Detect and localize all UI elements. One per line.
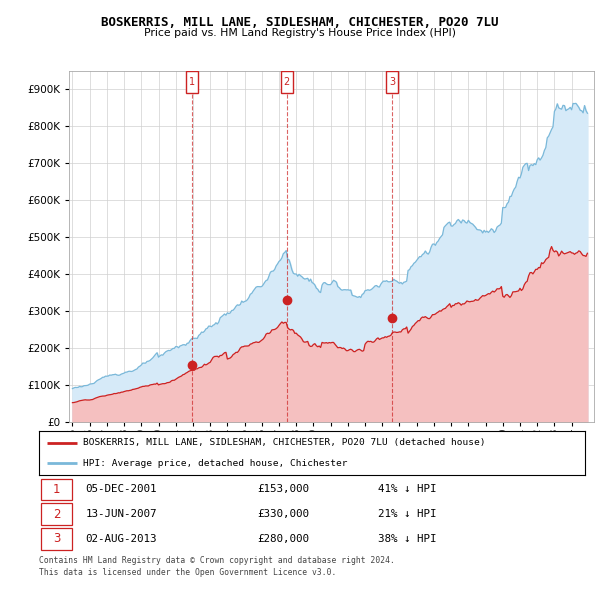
FancyBboxPatch shape [41, 503, 73, 525]
Text: Price paid vs. HM Land Registry's House Price Index (HPI): Price paid vs. HM Land Registry's House … [144, 28, 456, 38]
Text: £280,000: £280,000 [257, 534, 310, 544]
Text: 13-JUN-2007: 13-JUN-2007 [85, 509, 157, 519]
Text: 02-AUG-2013: 02-AUG-2013 [85, 534, 157, 544]
Text: BOSKERRIS, MILL LANE, SIDLESHAM, CHICHESTER, PO20 7LU: BOSKERRIS, MILL LANE, SIDLESHAM, CHICHES… [101, 16, 499, 29]
FancyBboxPatch shape [281, 71, 293, 93]
FancyBboxPatch shape [185, 71, 197, 93]
Text: 1: 1 [188, 77, 194, 87]
Text: £330,000: £330,000 [257, 509, 310, 519]
Text: This data is licensed under the Open Government Licence v3.0.: This data is licensed under the Open Gov… [39, 568, 337, 576]
FancyBboxPatch shape [41, 478, 73, 500]
Text: 38% ↓ HPI: 38% ↓ HPI [377, 534, 436, 544]
FancyBboxPatch shape [41, 528, 73, 550]
FancyBboxPatch shape [386, 71, 398, 93]
Text: Contains HM Land Registry data © Crown copyright and database right 2024.: Contains HM Land Registry data © Crown c… [39, 556, 395, 565]
Text: 41% ↓ HPI: 41% ↓ HPI [377, 484, 436, 494]
Text: 1: 1 [53, 483, 60, 496]
Text: 2: 2 [284, 77, 290, 87]
Text: BOSKERRIS, MILL LANE, SIDLESHAM, CHICHESTER, PO20 7LU (detached house): BOSKERRIS, MILL LANE, SIDLESHAM, CHICHES… [83, 438, 485, 447]
Text: £153,000: £153,000 [257, 484, 310, 494]
Text: 3: 3 [389, 77, 395, 87]
Text: HPI: Average price, detached house, Chichester: HPI: Average price, detached house, Chic… [83, 458, 347, 467]
Text: 21% ↓ HPI: 21% ↓ HPI [377, 509, 436, 519]
Text: 3: 3 [53, 532, 60, 545]
Text: 05-DEC-2001: 05-DEC-2001 [85, 484, 157, 494]
Text: 2: 2 [53, 507, 60, 521]
